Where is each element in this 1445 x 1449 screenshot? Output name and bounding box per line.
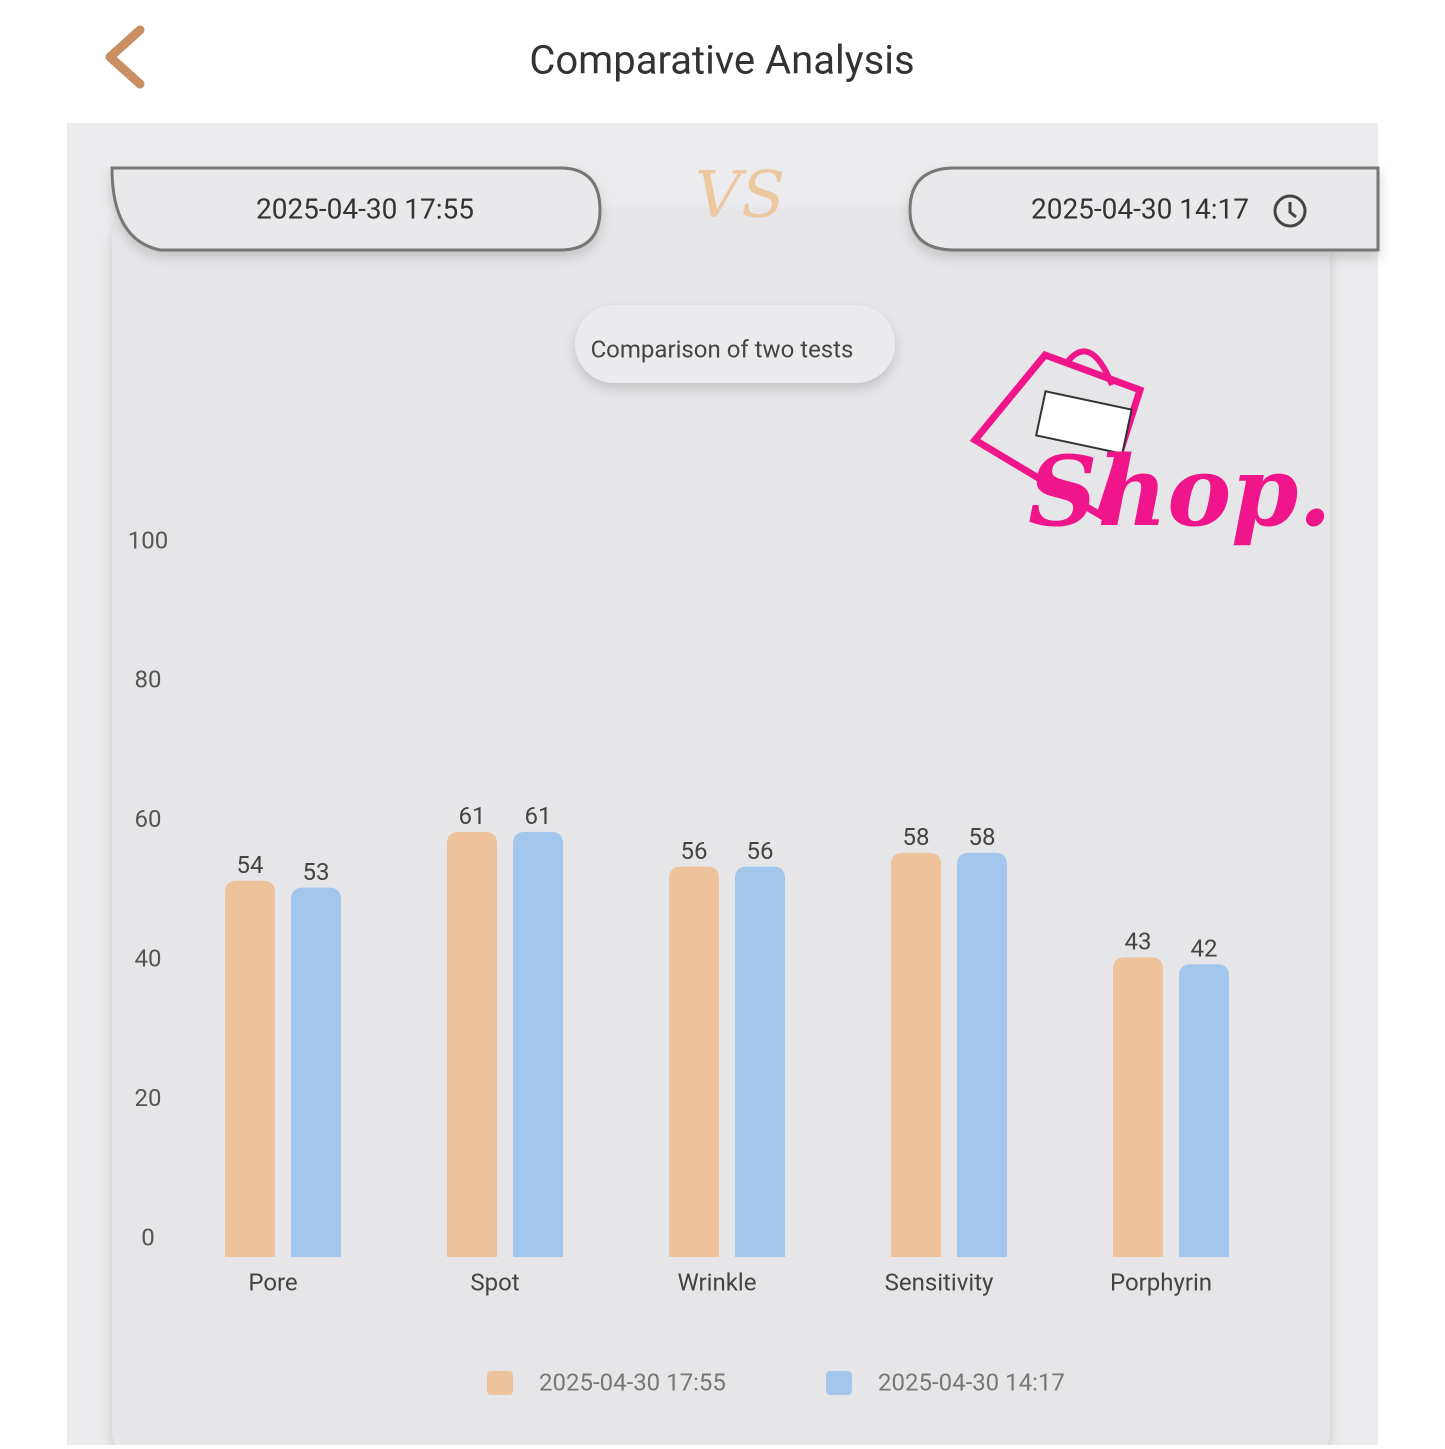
- y-tick-label: 0: [141, 1223, 155, 1251]
- bar: [291, 887, 341, 1257]
- x-tick-label: Spot: [470, 1268, 519, 1296]
- legend-label: 2025-04-30 17:55: [539, 1368, 726, 1396]
- value-label: 53: [303, 858, 330, 886]
- left-date-pill[interactable]: 2025-04-30 17:55: [110, 166, 602, 252]
- y-tick-label: 100: [128, 526, 168, 554]
- legend-swatch: [487, 1371, 513, 1395]
- value-label: 58: [903, 823, 930, 851]
- value-label: 43: [1125, 928, 1152, 956]
- right-date: 2025-04-30 14:17: [1031, 192, 1249, 225]
- bar: [513, 831, 563, 1257]
- value-label: 61: [525, 802, 552, 830]
- y-tick-label: 40: [135, 945, 162, 973]
- value-label: 61: [459, 802, 486, 830]
- value-label: 54: [237, 851, 264, 879]
- bar: [225, 880, 275, 1257]
- page-title: Comparative Analysis: [529, 37, 914, 84]
- y-tick-label: 60: [135, 805, 162, 833]
- value-label: 56: [681, 837, 708, 865]
- vs-label: VS: [695, 159, 785, 233]
- clock-icon: [1273, 194, 1307, 228]
- legend-label: 2025-04-30 14:17: [878, 1368, 1065, 1396]
- bar: [891, 852, 941, 1257]
- legend-swatch: [826, 1371, 852, 1395]
- y-tick-label: 20: [135, 1084, 162, 1112]
- bar: [957, 852, 1007, 1257]
- clock-hands: [1288, 202, 1297, 219]
- bar: [735, 866, 785, 1257]
- bar: [669, 866, 719, 1257]
- bar: [447, 831, 497, 1257]
- back-button[interactable]: [105, 25, 145, 89]
- left-date: 2025-04-30 17:55: [256, 192, 474, 225]
- bar: [1113, 957, 1163, 1257]
- x-tick-label: Porphyrin: [1110, 1268, 1212, 1296]
- chart-card: [112, 210, 1330, 1449]
- y-tick-label: 80: [135, 666, 162, 694]
- bar: [1179, 964, 1229, 1257]
- value-label: 56: [747, 837, 774, 865]
- value-label: 42: [1191, 935, 1218, 963]
- x-tick-label: Wrinkle: [678, 1268, 757, 1296]
- watermark: Shop.: [969, 348, 1332, 548]
- subtitle-pill: [575, 305, 895, 383]
- right-date-pill[interactable]: 2025-04-30 14:17: [908, 166, 1380, 252]
- watermark-text: Shop.: [1028, 435, 1332, 548]
- value-label: 58: [969, 823, 996, 851]
- chart-subtitle: Comparison of two tests: [591, 335, 854, 363]
- x-tick-label: Pore: [248, 1268, 297, 1296]
- x-tick-label: Sensitivity: [885, 1268, 994, 1296]
